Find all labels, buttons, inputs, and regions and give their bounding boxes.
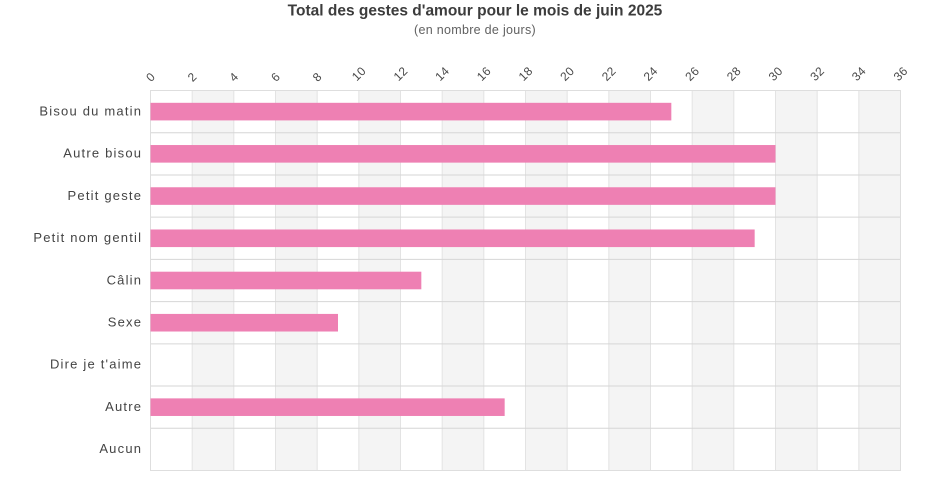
svg-text:4: 4 — [227, 70, 242, 85]
svg-text:34: 34 — [849, 64, 869, 84]
svg-text:2: 2 — [185, 70, 200, 85]
svg-text:12: 12 — [391, 64, 411, 84]
svg-text:Petit nom gentil: Petit nom gentil — [33, 230, 142, 245]
svg-text:20: 20 — [557, 64, 577, 84]
svg-text:(en nombre de jours): (en nombre de jours) — [414, 23, 536, 37]
svg-text:16: 16 — [474, 64, 494, 84]
svg-text:24: 24 — [641, 64, 661, 84]
svg-text:6: 6 — [268, 70, 283, 85]
svg-text:Dire je t'aime: Dire je t'aime — [50, 357, 142, 372]
svg-text:26: 26 — [682, 64, 702, 84]
svg-text:30: 30 — [766, 64, 786, 84]
svg-text:14: 14 — [432, 64, 452, 84]
svg-text:Aucun: Aucun — [99, 441, 142, 456]
svg-text:Sexe: Sexe — [108, 315, 142, 330]
svg-text:Câlin: Câlin — [107, 272, 143, 287]
svg-text:Bisou du matin: Bisou du matin — [39, 103, 142, 118]
svg-text:10: 10 — [349, 64, 369, 84]
svg-text:36: 36 — [891, 64, 911, 84]
svg-text:8: 8 — [310, 70, 325, 85]
svg-text:Petit geste: Petit geste — [68, 188, 143, 203]
svg-text:32: 32 — [807, 64, 827, 84]
svg-text:28: 28 — [724, 64, 744, 84]
svg-text:Autre bisou: Autre bisou — [63, 146, 142, 161]
svg-text:Autre: Autre — [105, 399, 142, 414]
svg-text:Total des gestes d'amour pour: Total des gestes d'amour pour le mois de… — [288, 3, 663, 20]
svg-text:18: 18 — [516, 64, 536, 84]
svg-text:22: 22 — [599, 64, 619, 84]
svg-text:0: 0 — [143, 70, 158, 85]
